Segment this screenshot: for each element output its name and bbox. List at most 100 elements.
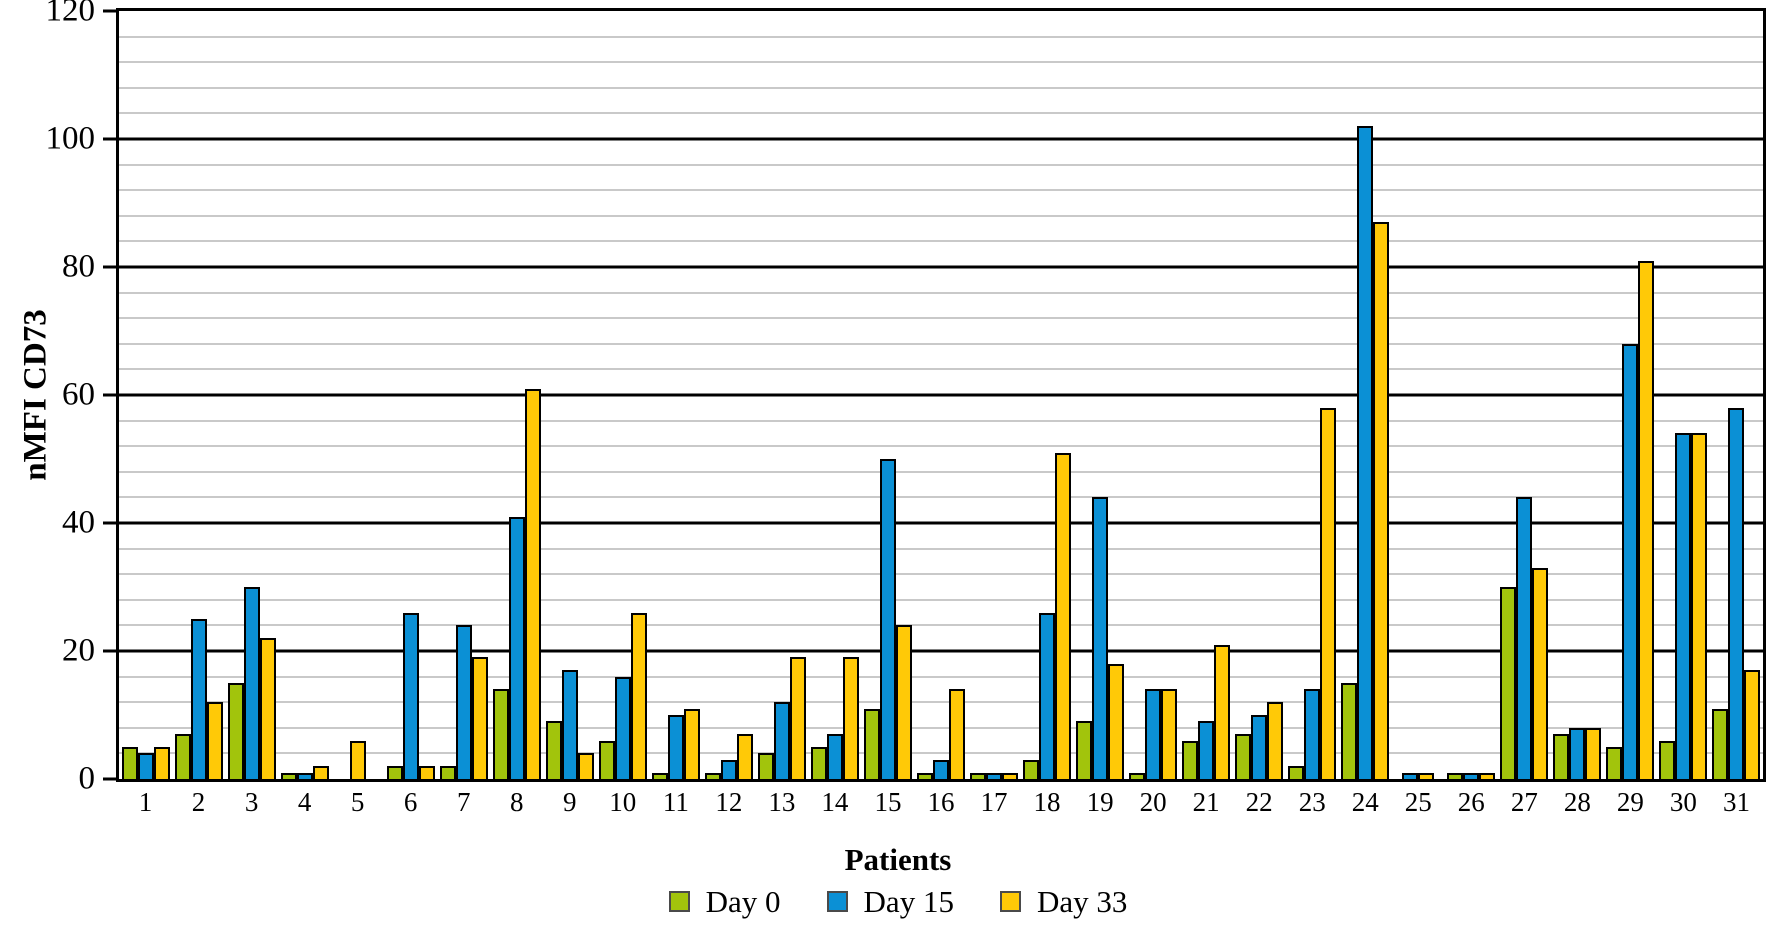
bar-group: 18 bbox=[1021, 11, 1074, 816]
x-tick-label: 17 bbox=[980, 787, 1008, 817]
bar-day15 bbox=[1304, 689, 1321, 779]
minor-gridline bbox=[119, 419, 1763, 422]
bar-day33 bbox=[1055, 452, 1072, 779]
bar-group: 17 bbox=[968, 11, 1021, 816]
bar-group: 1 bbox=[119, 11, 172, 816]
minor-gridline bbox=[119, 61, 1763, 64]
y-axis-tick bbox=[103, 393, 116, 397]
bar-day0 bbox=[1447, 772, 1464, 779]
x-tick-label: 18 bbox=[1033, 787, 1061, 817]
x-tick-label: 21 bbox=[1192, 787, 1220, 817]
bar-day15 bbox=[402, 612, 419, 779]
bar-day33 bbox=[312, 766, 329, 779]
minor-gridline bbox=[119, 726, 1763, 729]
bar-day33 bbox=[471, 657, 488, 779]
bar-group: 6 bbox=[384, 11, 437, 816]
x-tick-label: 5 bbox=[350, 787, 365, 817]
x-tick-label: 4 bbox=[297, 787, 312, 817]
bar-group: 19 bbox=[1074, 11, 1127, 816]
bar-group: 2 bbox=[172, 11, 225, 816]
bar-group: 4 bbox=[278, 11, 331, 816]
bar-day33 bbox=[1373, 222, 1390, 779]
bar-day15 bbox=[826, 734, 843, 779]
bar-day15 bbox=[190, 619, 207, 779]
legend-swatch-day0 bbox=[668, 891, 690, 912]
bar-group: 25 bbox=[1392, 11, 1445, 816]
bar-day15 bbox=[1039, 612, 1056, 779]
minor-gridline bbox=[119, 624, 1763, 627]
bar-day33 bbox=[736, 734, 753, 779]
bar-group: 5 bbox=[331, 11, 384, 816]
bar-day0 bbox=[1235, 734, 1252, 779]
bar-day15 bbox=[1357, 126, 1374, 779]
bar-day0 bbox=[757, 753, 774, 779]
minor-gridline bbox=[119, 35, 1763, 38]
bar-group: 13 bbox=[755, 11, 808, 816]
bar-day15 bbox=[1622, 343, 1639, 779]
x-tick-label: 1 bbox=[138, 787, 153, 817]
bar-day15 bbox=[932, 759, 949, 779]
x-tick-label: 28 bbox=[1563, 787, 1591, 817]
bar-day0 bbox=[174, 734, 191, 779]
bar-day0 bbox=[1341, 683, 1358, 779]
bar-day15 bbox=[614, 676, 631, 779]
bar-day0 bbox=[386, 766, 403, 779]
x-tick-label: 27 bbox=[1510, 787, 1538, 817]
major-gridline bbox=[119, 393, 1763, 397]
bar-day0 bbox=[280, 772, 297, 779]
bar-day0 bbox=[1076, 721, 1093, 779]
bar-day33 bbox=[1418, 772, 1435, 779]
bar-day0 bbox=[863, 708, 880, 779]
bar-day0 bbox=[810, 747, 827, 779]
bar-group: 31 bbox=[1710, 11, 1763, 816]
bar-day33 bbox=[683, 708, 700, 779]
minor-gridline bbox=[119, 496, 1763, 499]
major-gridline bbox=[119, 137, 1763, 141]
y-axis-tick bbox=[103, 9, 116, 13]
legend-item-day33: Day 33 bbox=[999, 884, 1128, 919]
x-tick-label: 11 bbox=[662, 787, 689, 817]
y-axis-tick bbox=[103, 137, 116, 141]
bar-day33 bbox=[630, 612, 647, 779]
x-tick-label: 29 bbox=[1616, 787, 1644, 817]
bar-group: 30 bbox=[1657, 11, 1710, 816]
bar-day33 bbox=[206, 702, 223, 779]
y-axis-tick bbox=[103, 265, 116, 269]
bar-day0 bbox=[545, 721, 562, 779]
x-tick-label: 3 bbox=[244, 787, 259, 817]
bar-day15 bbox=[1092, 497, 1109, 779]
legend-item-day0: Day 0 bbox=[668, 886, 781, 917]
bar-group: 21 bbox=[1180, 11, 1233, 816]
bar-day33 bbox=[1161, 689, 1178, 779]
y-tick-label: 120 bbox=[45, 0, 96, 29]
bar-day0 bbox=[916, 772, 933, 779]
legend-label: Day 33 bbox=[1036, 884, 1128, 919]
bar-group: 28 bbox=[1551, 11, 1604, 816]
minor-gridline bbox=[119, 214, 1763, 217]
bar-group: 26 bbox=[1445, 11, 1498, 816]
bar-day15 bbox=[1145, 689, 1162, 779]
minor-gridline bbox=[119, 112, 1763, 115]
minor-gridline bbox=[119, 547, 1763, 550]
bar-day33 bbox=[1691, 433, 1708, 779]
bar-day33 bbox=[1267, 702, 1284, 779]
x-tick-label: 8 bbox=[509, 787, 524, 817]
bar-day0 bbox=[121, 747, 138, 779]
bar-group: 3 bbox=[225, 11, 278, 816]
legend-label: Day 15 bbox=[863, 884, 954, 919]
bar-day0 bbox=[227, 683, 244, 779]
minor-gridline bbox=[119, 317, 1763, 320]
bar-day33 bbox=[1108, 663, 1125, 779]
bar-day15 bbox=[1675, 433, 1692, 779]
bar-day33 bbox=[842, 657, 859, 779]
bar-day15 bbox=[137, 753, 154, 779]
bar-day33 bbox=[1585, 727, 1602, 779]
x-tick-label: 26 bbox=[1457, 787, 1485, 817]
bar-day0 bbox=[439, 766, 456, 779]
bar-group: 22 bbox=[1233, 11, 1286, 816]
minor-gridline bbox=[119, 368, 1763, 371]
x-tick-label: 6 bbox=[403, 787, 418, 817]
y-tick-label: 60 bbox=[62, 376, 95, 413]
bar-day0 bbox=[1500, 587, 1517, 779]
y-axis-tick bbox=[103, 649, 116, 653]
